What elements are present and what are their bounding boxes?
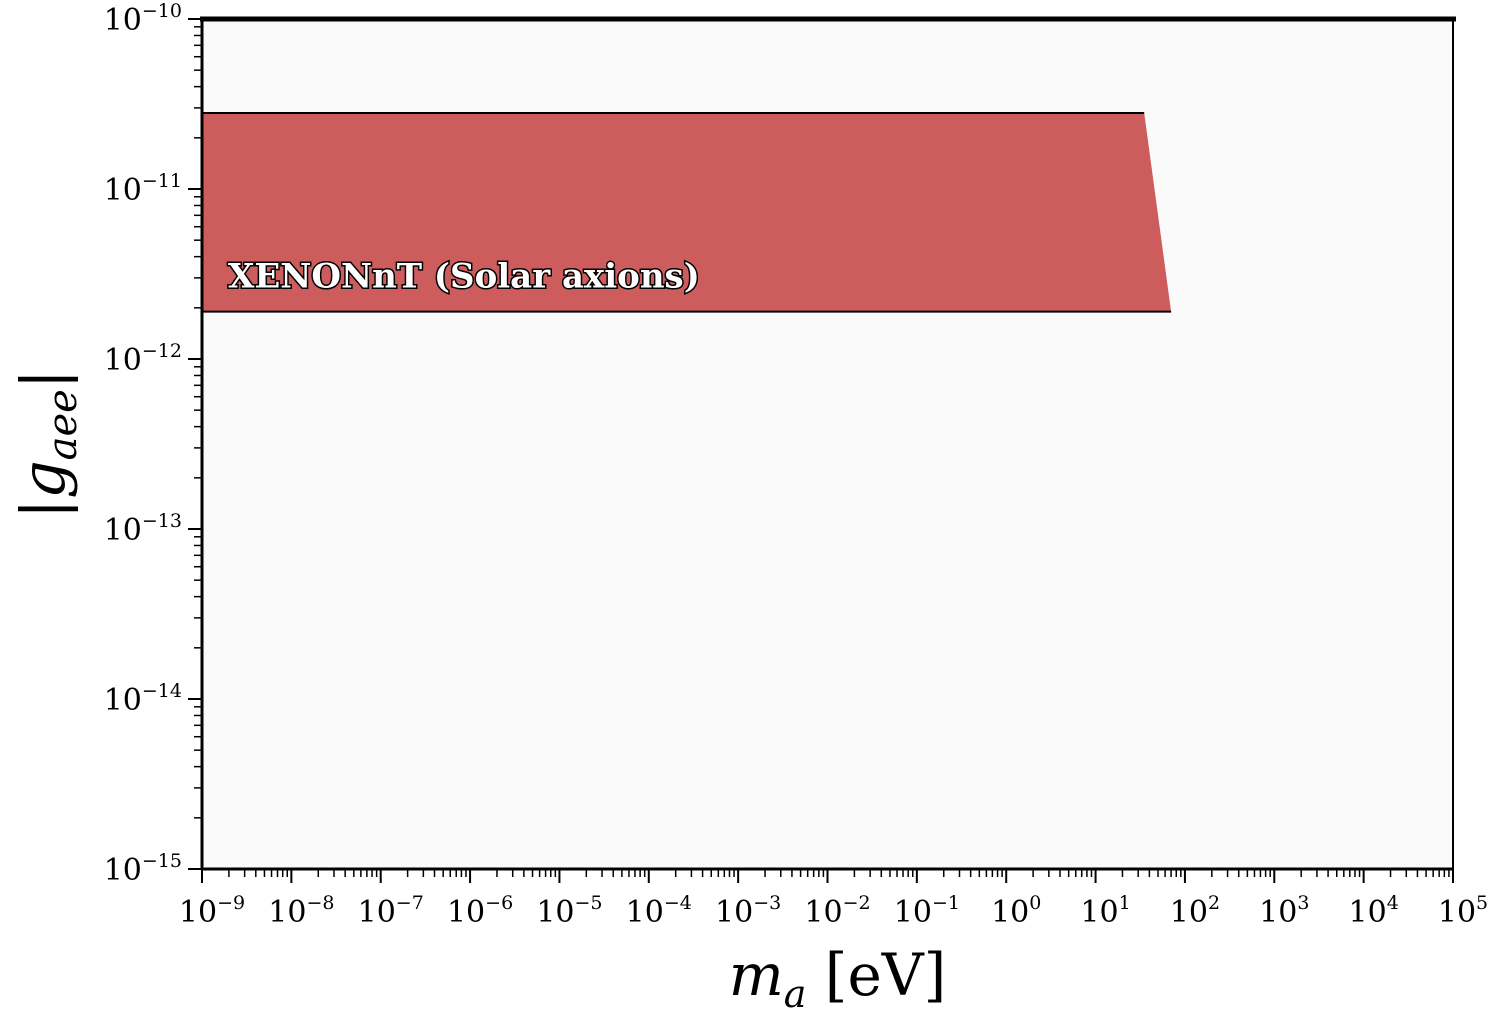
x-axis-title: ma [eV] <box>729 941 947 1016</box>
y-tick-label: 10−12 <box>104 340 182 378</box>
x-tick-label: 101 <box>1080 892 1130 930</box>
y-tick-label: 10−13 <box>104 510 182 548</box>
y-axis-ticks: 10−15 10−14 10−13 10−12 10−11 10−10 <box>104 0 202 888</box>
x-tick-label: 10−3 <box>715 892 781 930</box>
x-tick-label: 10−5 <box>536 892 602 930</box>
axis-titles: ma [eV] |gaee| <box>9 369 946 1016</box>
xenonnt-solar-region <box>202 113 1172 312</box>
y-tick-label: 10−11 <box>104 170 182 208</box>
y-tick-label: 10−10 <box>104 0 182 38</box>
x-tick-label: 10−6 <box>447 892 513 930</box>
x-tick-label: 105 <box>1438 892 1488 930</box>
x-tick-label: 10−4 <box>626 892 692 930</box>
x-tick-label: 10−1 <box>894 892 960 930</box>
y-axis-title: |gaee| <box>9 369 86 519</box>
x-axis-ticks: 10−9 10−8 10−7 10−6 10−5 10−4 10−3 10−2 10−1 100 1… <box>179 869 1488 930</box>
x-tick-label: 10−8 <box>268 892 334 930</box>
region-label: XENONnT (Solar axions) <box>228 257 700 297</box>
y-tick-label: 10−14 <box>104 680 182 718</box>
x-tick-label: 102 <box>1170 892 1220 930</box>
x-tick-label: 10−9 <box>179 892 245 930</box>
x-tick-label: 103 <box>1259 892 1309 930</box>
y-tick-label: 10−15 <box>104 850 182 888</box>
x-tick-label: 10−2 <box>804 892 870 930</box>
x-tick-label: 104 <box>1349 892 1399 930</box>
x-tick-label: 10−7 <box>358 892 424 930</box>
x-tick-label: 100 <box>991 892 1041 930</box>
regions-layer: XENONnT (Solar axions) <box>202 111 1172 313</box>
